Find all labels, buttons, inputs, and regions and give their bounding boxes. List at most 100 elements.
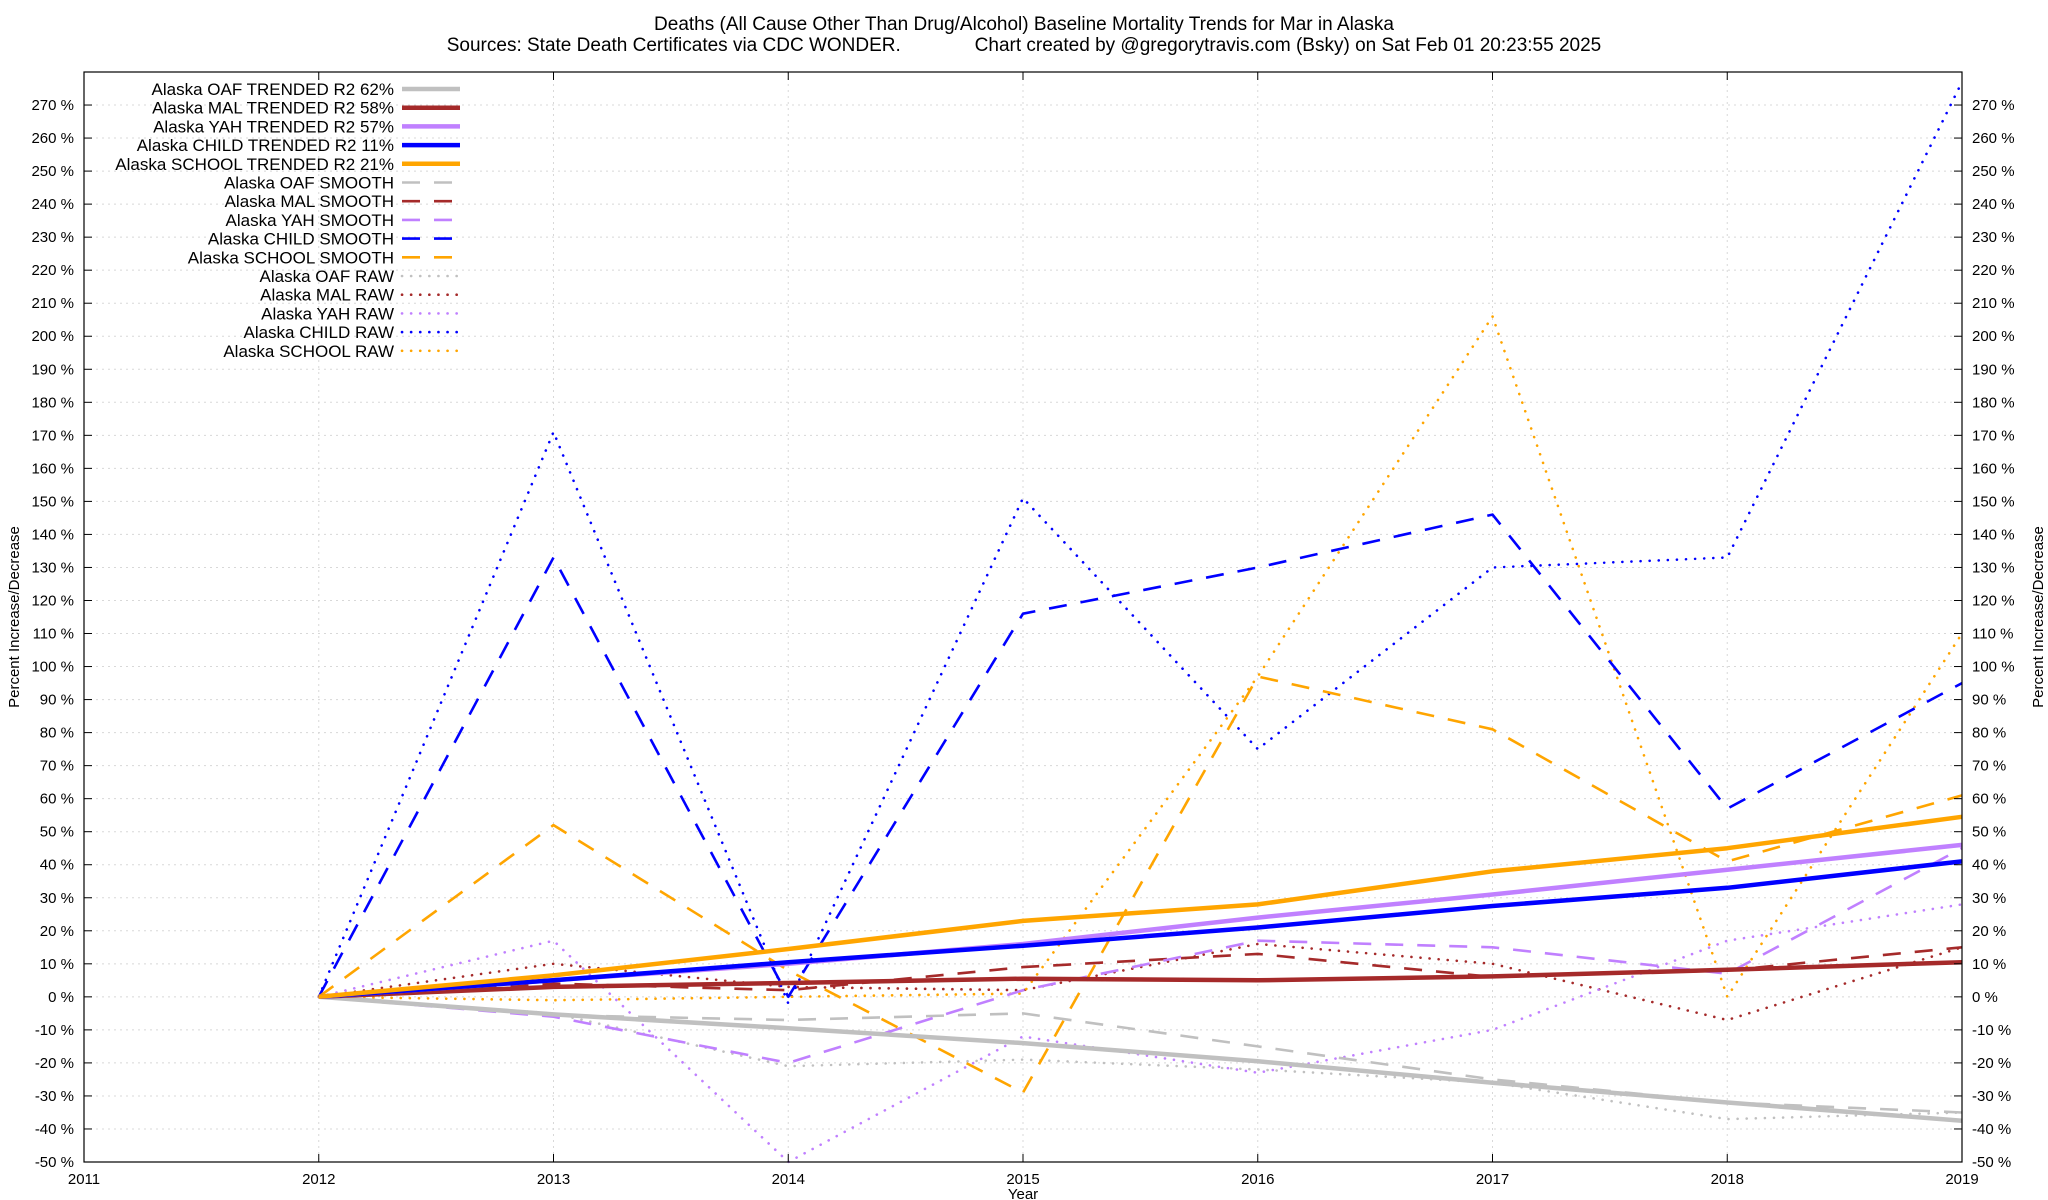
series-line-1	[318, 994, 1963, 1123]
y-tick-label: 10 %	[40, 956, 74, 973]
y2-tick-label: 50 %	[1972, 824, 2006, 841]
y2-tick-label: 130 %	[1972, 559, 2015, 576]
x-tick-label: 2014	[772, 1171, 805, 1188]
legend-label: Alaska SCHOOL TRENDED R2 21%	[115, 155, 394, 174]
y-tick-label: 60 %	[40, 791, 74, 808]
y2-tick-label: 250 %	[1972, 163, 2015, 180]
legend-label: Alaska CHILD TRENDED R2 11%	[137, 136, 394, 155]
legend-label: Alaska MAL RAW	[260, 286, 394, 305]
legend-label: Alaska MAL TRENDED R2 58%	[152, 99, 394, 118]
y-tick-label: 100 %	[31, 659, 74, 676]
y2-tick-label: 120 %	[1972, 592, 2015, 609]
y-tick-label: 70 %	[40, 758, 74, 775]
y-tick-label: 50 %	[40, 824, 74, 841]
y-tick-label: 160 %	[31, 460, 74, 477]
series-line-13	[317, 903, 1964, 1164]
series-line-11	[317, 995, 1964, 1121]
y-tick-label: 230 %	[31, 229, 74, 246]
y-tick-label: 130 %	[31, 559, 74, 576]
y-tick-label: 110 %	[33, 626, 74, 643]
y-tick-label: -30 %	[35, 1088, 74, 1105]
y-tick-label: 220 %	[31, 262, 74, 279]
y2-tick-label: 110 %	[1972, 626, 2013, 643]
y2-tick-label: 200 %	[1972, 328, 2015, 345]
y2-tick-label: 40 %	[1972, 857, 2006, 874]
chart-subtitle: Sources: State Death Certificates via CD…	[447, 35, 1601, 56]
y2-tick-label: 270 %	[1972, 97, 2015, 114]
chart-title: Deaths (All Cause Other Than Drug/Alcoho…	[654, 14, 1394, 35]
x-axis-label: Year	[1008, 1186, 1038, 1200]
y2-tick-label: 30 %	[1972, 890, 2006, 907]
y2-tick-label: 80 %	[1972, 725, 2006, 742]
legend-label: Alaska YAH RAW	[261, 304, 394, 323]
y-tick-label: 20 %	[40, 923, 74, 940]
series-line-10	[318, 675, 1963, 1094]
y-tick-label: 120 %	[31, 592, 74, 609]
y2-tick-label: 100 %	[1972, 659, 2015, 676]
y2-tick-label: 20 %	[1972, 923, 2006, 940]
y-tick-label: -20 %	[35, 1055, 74, 1072]
y-tick-label: 0 %	[48, 989, 74, 1006]
legend-label: Alaska SCHOOL RAW	[223, 342, 394, 361]
series-line-9	[317, 513, 1963, 999]
y2-tick-label: 160 %	[1972, 460, 2015, 477]
x-tick-label: 2012	[302, 1171, 335, 1188]
x-tick-label: 2016	[1241, 1171, 1274, 1188]
y2-tick-label: 230 %	[1972, 229, 2015, 246]
legend: Alaska OAF TRENDED R2 62%Alaska MAL TREN…	[115, 80, 462, 361]
y2-tick-label: -30 %	[1972, 1088, 2011, 1105]
x-tick-label: 2018	[1711, 1171, 1744, 1188]
y-tick-label: -10 %	[35, 1022, 74, 1039]
y-tick-label: 140 %	[31, 526, 74, 543]
x-tick-label: 2013	[537, 1171, 570, 1188]
y-tick-label: 80 %	[40, 725, 74, 742]
axis-ticks: -50 % -50 % -40 % -40 % -30 % -30 % -20 % -20 %…	[31, 72, 2015, 1188]
legend-label: Alaska CHILD RAW	[243, 323, 394, 342]
x-tick-label: 2011	[68, 1171, 100, 1188]
y-tick-label: 250 %	[31, 163, 74, 180]
y-tick-label: 260 %	[31, 130, 74, 147]
y-tick-label: -50 %	[35, 1154, 74, 1171]
y2-tick-label: 0 %	[1972, 989, 1998, 1006]
series-line-2	[318, 959, 1963, 1000]
x-tick-label: 2015	[1006, 1171, 1039, 1188]
series-line-4	[318, 859, 1963, 1000]
y2-tick-label: 190 %	[1972, 361, 2015, 378]
y-tick-label: 30 %	[40, 890, 74, 907]
series-line-12	[317, 942, 1964, 1022]
y2-tick-label: -20 %	[1972, 1055, 2011, 1072]
series-line-5	[318, 814, 1963, 1000]
y-tick-label: 170 %	[31, 427, 74, 444]
y-tick-label: 180 %	[31, 394, 74, 411]
y-tick-label: 190 %	[31, 361, 74, 378]
y2-tick-label: 70 %	[1972, 758, 2006, 775]
y2-tick-label: 180 %	[1972, 394, 2015, 411]
legend-label: Alaska OAF SMOOTH	[224, 174, 394, 193]
y2-tick-label: 170 %	[1972, 427, 2015, 444]
y2-tick-label: -50 %	[1972, 1154, 2011, 1171]
legend-label: Alaska YAH TRENDED R2 57%	[153, 117, 394, 136]
y-tick-label: 240 %	[31, 196, 74, 213]
y2-tick-label: -40 %	[1972, 1121, 2011, 1138]
y2-tick-label: 210 %	[1972, 295, 2015, 312]
plot-area	[317, 80, 1964, 1164]
x-tick-label: 2019	[1945, 1171, 1978, 1188]
series-line-15	[317, 315, 1964, 1002]
legend-label: Alaska SCHOOL SMOOTH	[188, 248, 394, 267]
y2-tick-label: 90 %	[1972, 692, 2006, 709]
y2-tick-label: 220 %	[1972, 262, 2015, 279]
y-tick-label: 90 %	[40, 692, 74, 709]
y-tick-label: 270 %	[31, 97, 74, 114]
y-tick-label: -40 %	[35, 1121, 74, 1138]
y-tick-label: 40 %	[40, 857, 74, 874]
y2-tick-label: 150 %	[1972, 493, 2015, 510]
y-tick-label: 200 %	[31, 328, 74, 345]
legend-label: Alaska OAF TRENDED R2 62%	[152, 80, 394, 99]
y2-tick-label: 10 %	[1972, 956, 2006, 973]
legend-label: Alaska OAF RAW	[260, 267, 394, 286]
legend-label: Alaska MAL SMOOTH	[225, 192, 394, 211]
series-line-8	[318, 847, 1963, 1065]
y2-axis-label: Percent Increase/Decrease	[2030, 526, 2047, 708]
series-line-14	[317, 80, 1964, 1005]
